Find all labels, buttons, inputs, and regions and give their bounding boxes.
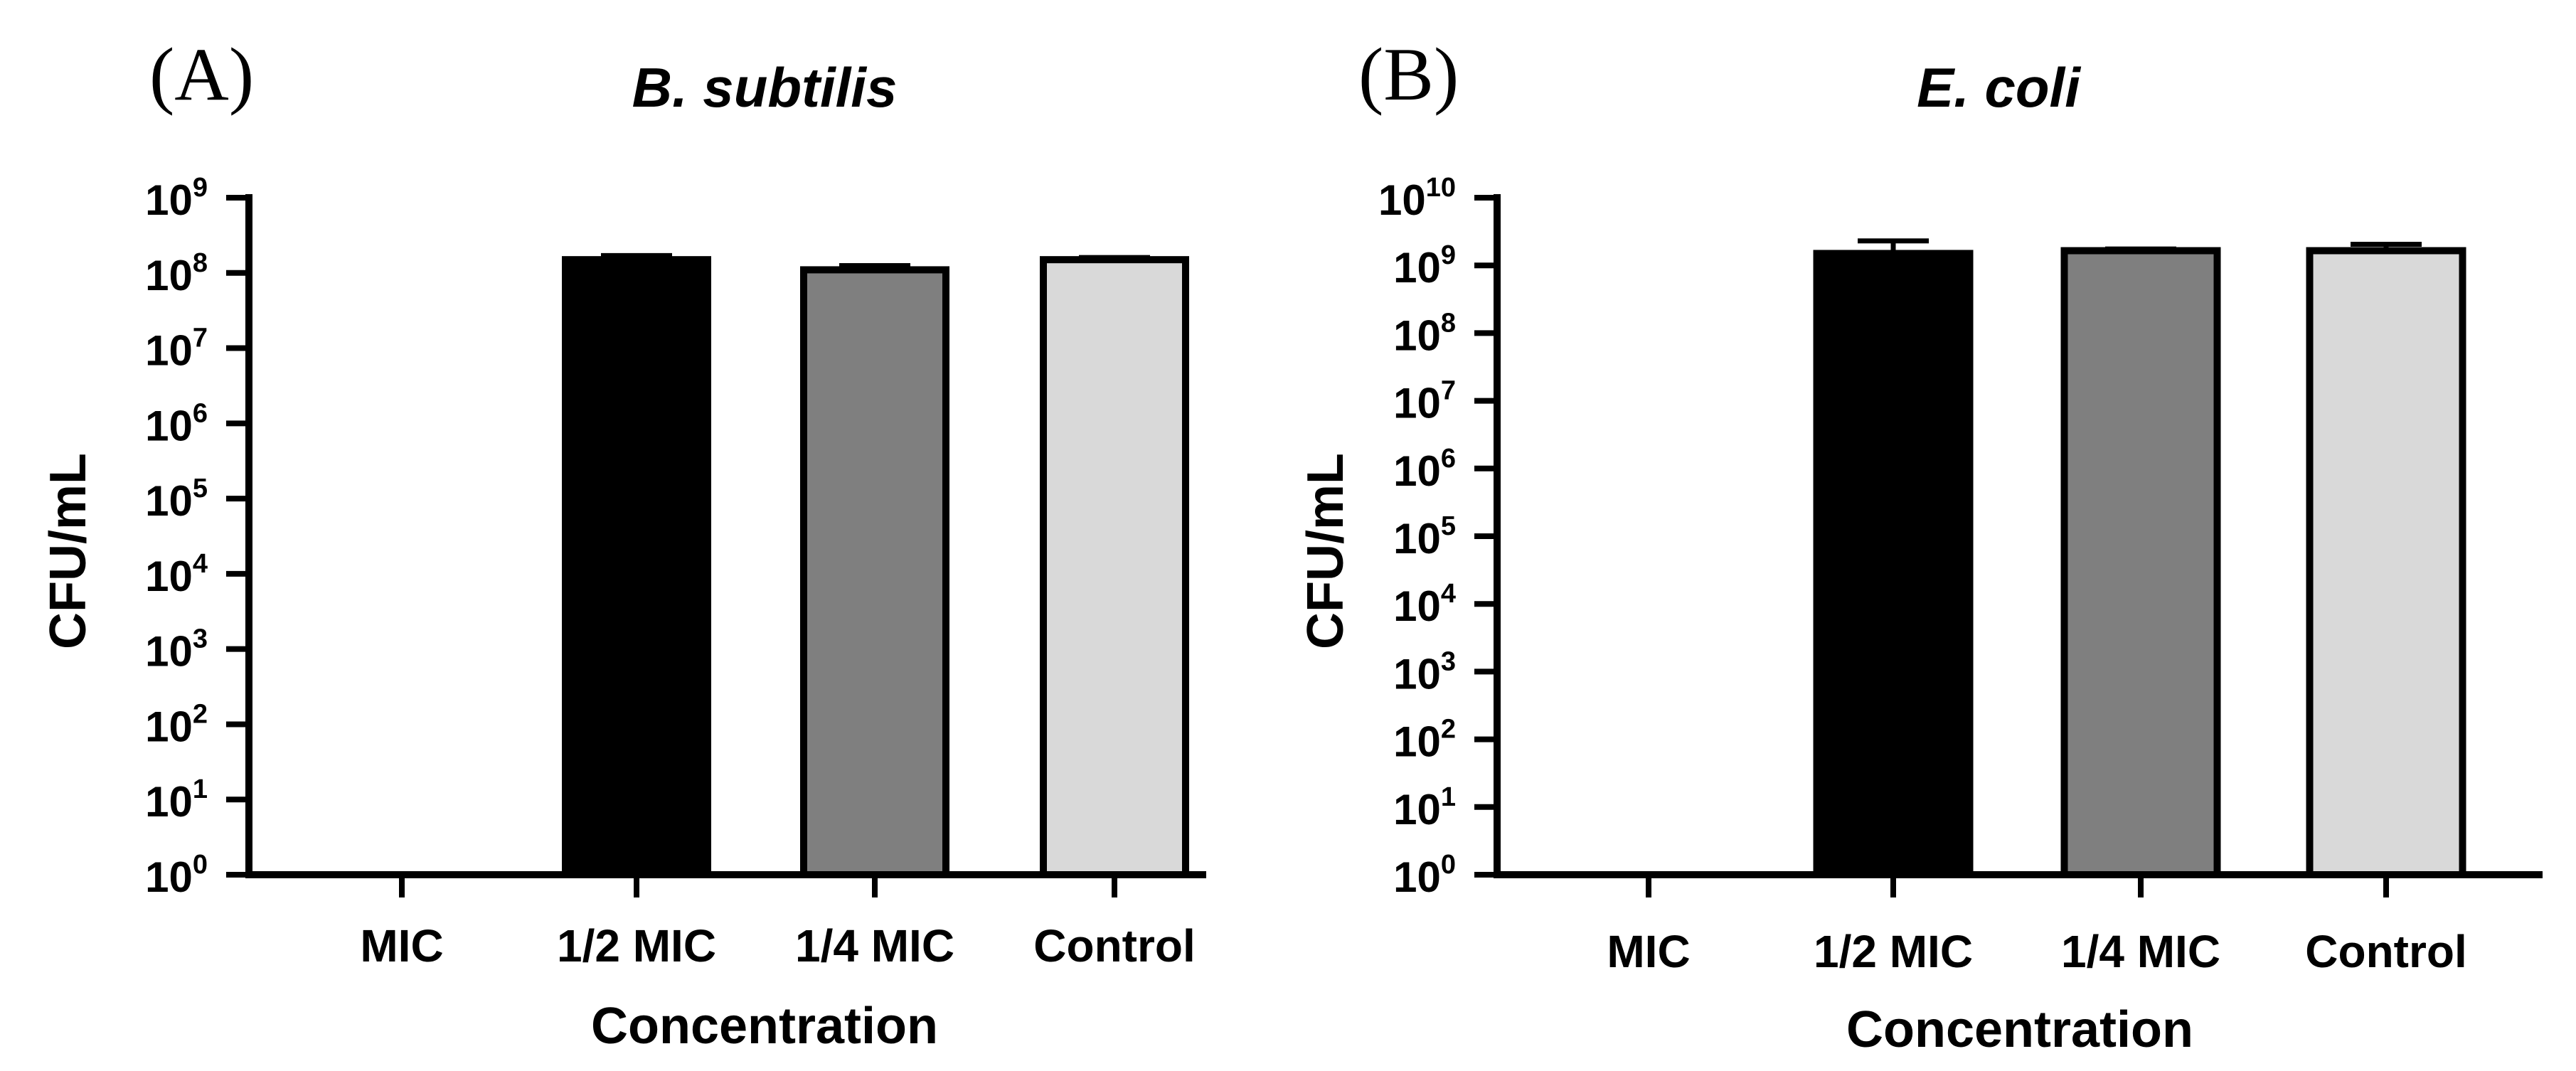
panel-a-bar-2: [800, 266, 949, 878]
panel-b-category-label-1: 1/2 MIC: [1814, 926, 1973, 977]
panel-b-x-axis-title: Concentration: [1846, 1001, 2193, 1058]
panel-b-ytick-label-1: 101: [1393, 782, 1456, 833]
panel-a-bar-3: [1040, 256, 1189, 878]
panel-a-category-label-3: Control: [1033, 920, 1196, 971]
panel-a-title: B. subtilis: [632, 56, 898, 119]
panel-a-ytick-label-9: 109: [145, 173, 208, 224]
panel-b-ytick-label-2: 102: [1393, 715, 1456, 766]
panel-b-ecoli-chart: (B) E. coli CFU/mL Concentration 100 101 1…: [1297, 33, 2543, 1058]
panel-b-ytick-label-0: 100: [1393, 850, 1456, 901]
panel-b-bar-2: [2060, 247, 2221, 878]
panel-b-ytick-label-3: 103: [1393, 646, 1456, 698]
panel-a-ytick-label-3: 103: [145, 624, 208, 676]
panel-a-ytick-label-1: 101: [145, 774, 208, 826]
panel-a-category-label-2: 1/4 MIC: [795, 920, 954, 971]
panel-a-ytick-label-5: 105: [145, 474, 208, 525]
panel-a-x-axis-title: Concentration: [591, 998, 938, 1055]
panel-b-ytick-label-4: 104: [1393, 579, 1456, 630]
panel-a-bar-1: [562, 256, 711, 878]
panel-a-ytick-label-7: 107: [145, 324, 208, 375]
panel-a-category-label-0: MIC: [360, 920, 443, 971]
panel-a-y-axis-title: CFU/mL: [40, 453, 97, 649]
panel-b-category-label-0: MIC: [1607, 926, 1690, 977]
panel-a-ytick-label-2: 102: [145, 699, 208, 750]
panel-b-bar-1: [1813, 250, 1974, 879]
panel-b-category-label-2: 1/4 MIC: [2061, 926, 2220, 977]
panel-a-label: (A): [149, 33, 254, 116]
panel-a-ytick-label-8: 108: [145, 248, 208, 299]
panel-a-category-label-1: 1/2 MIC: [557, 920, 716, 971]
panel-b-label: (B): [1358, 33, 1459, 116]
panel-b-category-label-3: Control: [2305, 926, 2467, 977]
panel-b-bar-3: [2306, 247, 2466, 878]
panel-b-ytick-label-6: 106: [1393, 444, 1456, 495]
panel-b-ytick-label-9: 109: [1393, 240, 1456, 292]
panel-b-ytick-label-8: 108: [1393, 308, 1456, 359]
panel-a-bsubtilis-chart: (A) B. subtilis CFU/mL Concentration 100…: [40, 33, 1206, 1055]
panel-a-ytick-label-4: 104: [145, 549, 208, 600]
panel-b-ytick-label-10: 1010: [1378, 173, 1456, 224]
panel-b-y-axis-title: CFU/mL: [1297, 453, 1354, 649]
panel-b-ytick-label-5: 105: [1393, 511, 1456, 563]
panel-b-ytick-label-7: 107: [1393, 376, 1456, 427]
panel-a-ytick-label-6: 106: [145, 398, 208, 449]
panel-b-title: E. coli: [1917, 56, 2081, 119]
panel-a-ytick-label-0: 100: [145, 850, 208, 901]
